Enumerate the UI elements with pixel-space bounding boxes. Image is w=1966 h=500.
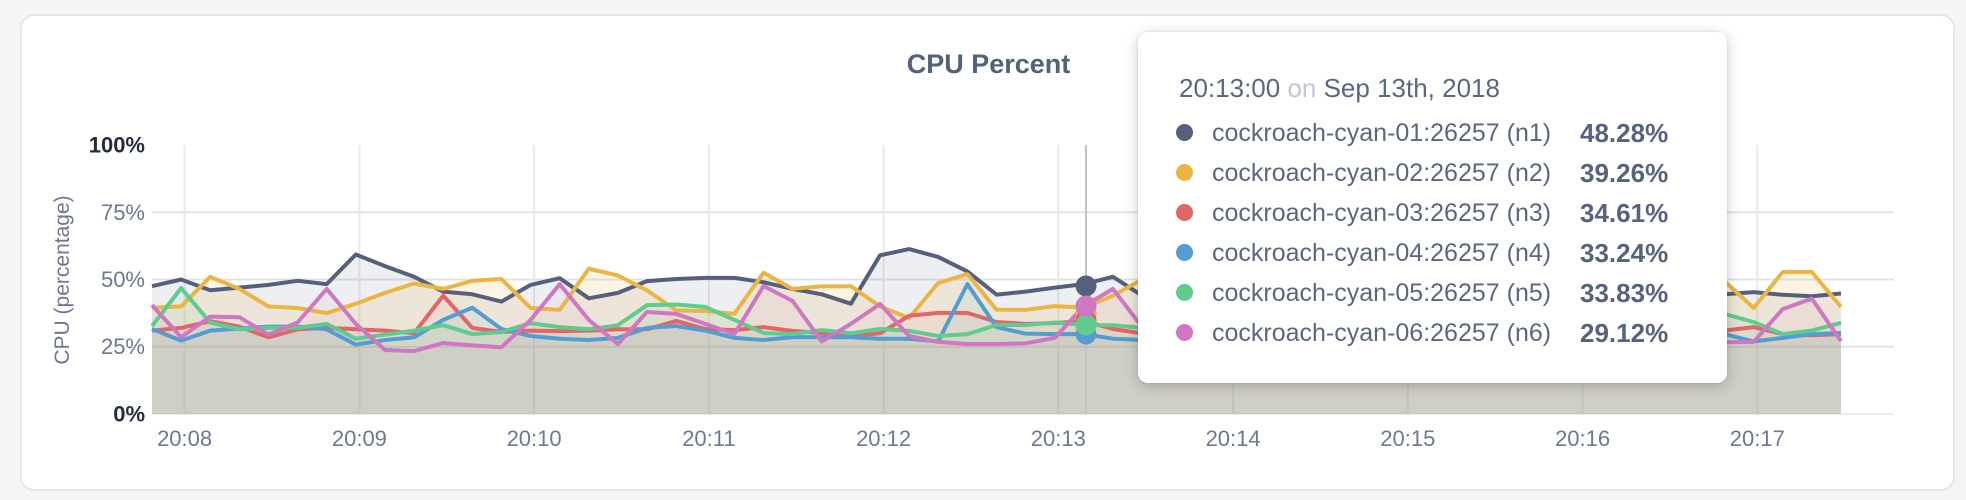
svg-text:20:17: 20:17 — [1730, 426, 1785, 451]
svg-text:20:15: 20:15 — [1380, 426, 1435, 451]
svg-text:20:09: 20:09 — [332, 426, 387, 451]
svg-text:25%: 25% — [101, 334, 145, 359]
svg-text:CPU (percentage): CPU (percentage) — [51, 195, 74, 364]
svg-text:0%: 0% — [113, 402, 145, 427]
svg-text:20:12: 20:12 — [856, 426, 911, 451]
svg-text:20:13: 20:13 — [1031, 426, 1086, 451]
svg-text:100%: 100% — [89, 133, 145, 158]
svg-text:20:16: 20:16 — [1555, 426, 1610, 451]
svg-text:20:08: 20:08 — [157, 426, 212, 451]
svg-text:20:11: 20:11 — [682, 426, 735, 451]
svg-text:20:10: 20:10 — [507, 426, 562, 451]
svg-text:20:14: 20:14 — [1206, 426, 1261, 451]
svg-text:75%: 75% — [101, 200, 145, 225]
svg-text:50%: 50% — [101, 267, 145, 292]
